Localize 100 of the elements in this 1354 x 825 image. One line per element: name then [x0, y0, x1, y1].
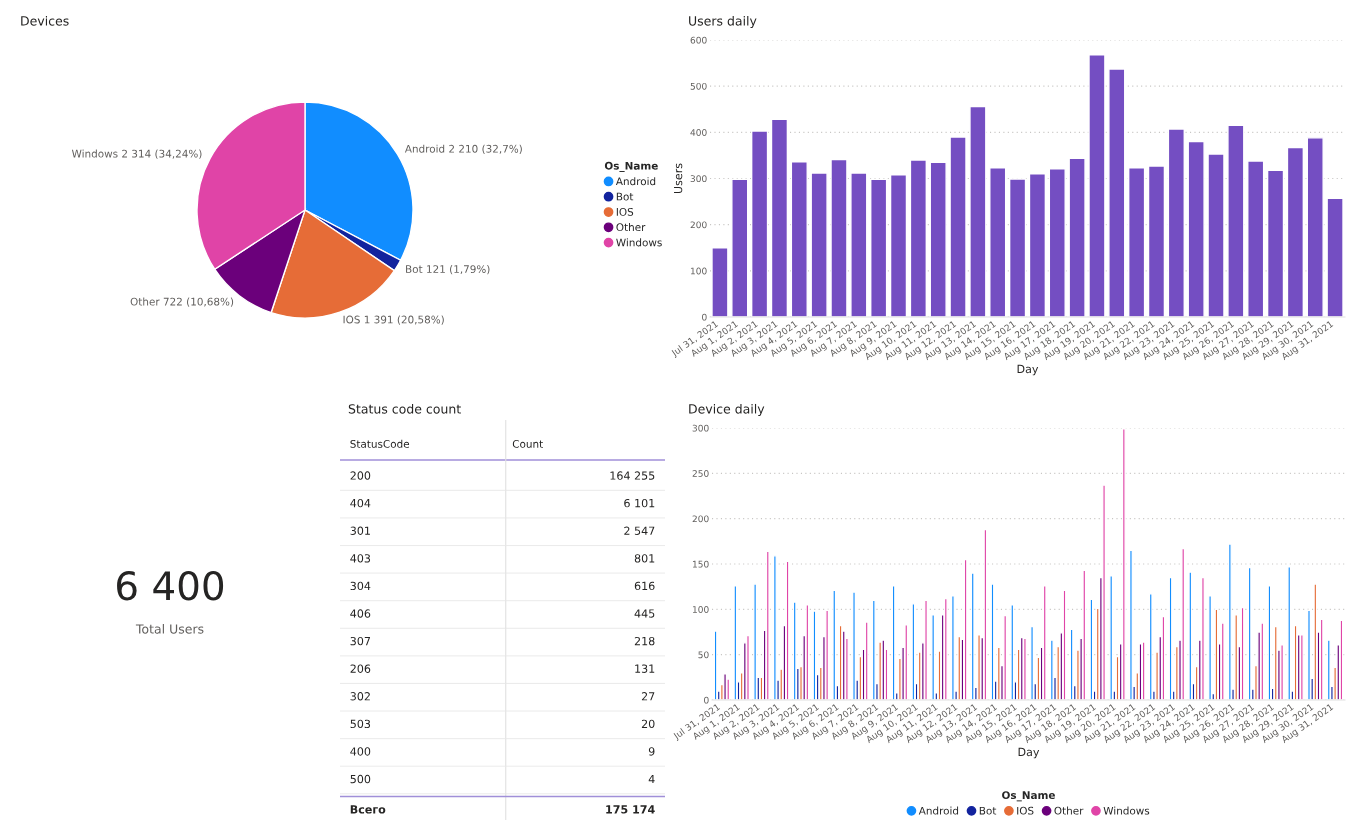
data-label: 6 101: [624, 498, 655, 508]
bar: [924, 599, 928, 700]
category-label: 404: [350, 498, 371, 508]
bar: [1102, 484, 1107, 700]
data-label: Windows 2 314 (34,24%): [71, 149, 202, 159]
bar: [1128, 167, 1146, 317]
y-tick-label: 100: [692, 606, 709, 613]
bar: [733, 585, 738, 700]
bar: [1260, 622, 1265, 700]
legend-label: Bot: [616, 192, 634, 201]
text: Count: [512, 439, 543, 448]
bar: [1326, 197, 1344, 317]
bar: [1003, 614, 1008, 700]
bar: [931, 614, 936, 700]
bar: [772, 555, 777, 700]
bar: [1266, 169, 1285, 317]
bar: [891, 585, 896, 700]
bar: [1082, 569, 1087, 700]
data-label: 9: [648, 747, 655, 756]
bar: [989, 167, 1007, 317]
legend-label: Android: [615, 177, 656, 186]
bar: [909, 159, 927, 317]
bar: [1188, 571, 1193, 700]
x-axis-title: Day: [1017, 364, 1039, 376]
bar: [1028, 173, 1047, 317]
bar: [770, 118, 789, 317]
data-label: 801: [634, 554, 655, 563]
legend-title: Os_Name: [604, 161, 658, 172]
category-label: 206: [350, 664, 371, 673]
bar: [1313, 583, 1318, 700]
bar: [1326, 639, 1331, 700]
text: StatusCode: [350, 439, 410, 448]
category-label: 307: [350, 636, 371, 646]
y-tick-label: 50: [698, 651, 709, 659]
text: 175 174: [606, 805, 655, 814]
bar: [1267, 585, 1272, 700]
bar: [825, 609, 830, 700]
category-label: 403: [350, 554, 371, 563]
bar: [1148, 593, 1153, 700]
bar: [1227, 543, 1232, 700]
bar: [943, 597, 948, 700]
bar: [850, 172, 868, 317]
y-tick-label: 200: [690, 221, 707, 229]
bar: [711, 247, 729, 317]
bar: [832, 589, 837, 700]
y-tick-label: 600: [690, 36, 707, 44]
bar: [1319, 618, 1324, 700]
bar: [810, 172, 828, 317]
y-tick-label: 0: [704, 696, 709, 704]
bar: [1181, 547, 1186, 700]
bar: [1214, 608, 1219, 700]
bar: [785, 560, 790, 700]
bar: [1042, 585, 1047, 700]
bar: [1048, 168, 1066, 317]
bar: [963, 558, 968, 700]
bar: [1207, 153, 1225, 317]
legend-label: Bot: [979, 806, 997, 815]
text: Status code count: [348, 403, 461, 414]
data-label: Bot 121 (1,79%): [406, 264, 490, 275]
data-label: IOS 1 391 (20,58%): [343, 315, 444, 325]
bar: [1088, 54, 1106, 317]
y-tick-label: 200: [692, 515, 709, 523]
category-label: 503: [350, 719, 371, 729]
legend-label: Windows: [1103, 806, 1150, 815]
bar: [1247, 160, 1265, 317]
bar: [1147, 165, 1166, 317]
bar: [1286, 146, 1305, 317]
bar: [1068, 157, 1086, 317]
data-label: 4: [648, 774, 655, 784]
bar: [889, 174, 908, 317]
bar: [1220, 622, 1225, 700]
bar: [1010, 604, 1015, 700]
y-tick-label: 500: [690, 82, 707, 90]
category-label: 301: [350, 526, 370, 535]
bar: [731, 178, 749, 317]
bar: [1339, 619, 1344, 700]
category-label: 302: [350, 692, 370, 701]
legend-label: Other: [616, 223, 646, 232]
text: Всего: [350, 805, 386, 814]
data-label: 131: [635, 664, 655, 673]
bar: [805, 604, 810, 700]
bar: [1287, 566, 1292, 700]
bar: [950, 595, 955, 700]
bar: [1109, 575, 1114, 700]
legend-label: Other: [1054, 806, 1084, 815]
y-tick-label: 100: [690, 267, 707, 275]
category-label: 304: [350, 581, 371, 591]
bar: [1161, 615, 1166, 700]
category-label: 400: [350, 747, 371, 756]
bar: [911, 603, 916, 700]
data-label: 164 255: [610, 471, 655, 480]
bar: [765, 550, 770, 700]
bar: [830, 158, 848, 317]
bar: [1208, 595, 1213, 700]
legend-label: IOS: [616, 207, 634, 216]
bar: [864, 621, 869, 700]
bar: [713, 630, 718, 700]
bar: [1049, 639, 1054, 700]
bar: [1030, 625, 1035, 700]
bar: [904, 624, 909, 700]
